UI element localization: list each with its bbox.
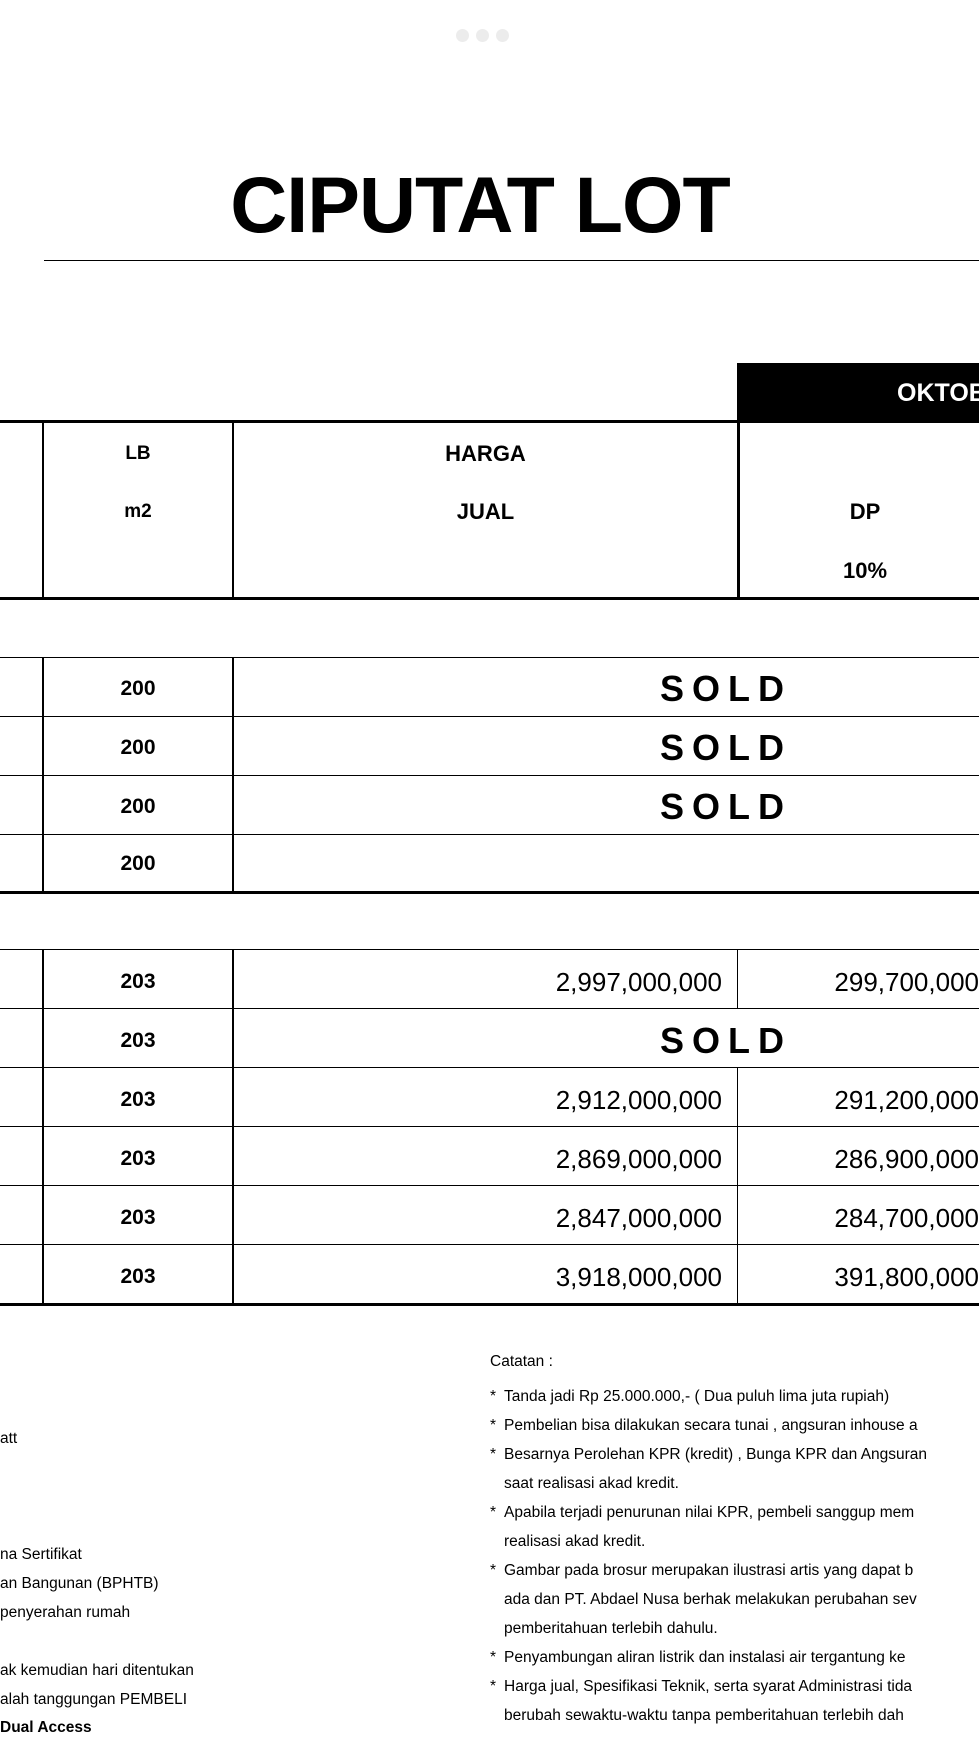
- left-note-line: na Sertifikat: [0, 1546, 82, 1563]
- row-border: [0, 1126, 979, 1127]
- note-line: * Apabila terjadi penurunan nilai KPR, pe…: [490, 1504, 915, 1521]
- col-divider-dp: [737, 363, 740, 600]
- note-line: saat realisasi akad kredit.: [504, 1475, 679, 1492]
- title-divider: [44, 260, 979, 261]
- cell-lb: 203: [120, 1029, 156, 1052]
- cell-lb: 203: [120, 970, 156, 993]
- cell-price: 2,847,000,000: [555, 1203, 722, 1233]
- note-line: realisasi akad kredit.: [504, 1533, 646, 1550]
- col-divider-dp: [737, 1067, 738, 1304]
- header-top-border: [0, 420, 979, 423]
- cell-lb: 203: [120, 1206, 156, 1229]
- note-line: * Penyambungan aliran listrik dan instala…: [490, 1649, 906, 1666]
- cell-lb: 200: [120, 736, 156, 759]
- row-border: [0, 1008, 979, 1009]
- month-banner: OKTOB: [737, 363, 979, 421]
- col-divider-price: [232, 949, 234, 1306]
- group-top-border: [0, 949, 979, 950]
- cell-price: 3,918,000,000: [555, 1262, 722, 1292]
- cell-dp: 299,700,000: [834, 967, 979, 997]
- row-border: [0, 775, 979, 776]
- sold-label: SOLD: [660, 727, 793, 768]
- note-line: ada dan PT. Abdael Nusa berhak melakukan…: [504, 1591, 917, 1608]
- note-line: * Gambar pada brosur merupakan ilustrasi …: [490, 1562, 914, 1579]
- cell-dp: 286,900,000: [834, 1144, 979, 1174]
- left-note-line: att: [0, 1430, 18, 1447]
- sold-label: SOLD: [660, 786, 793, 827]
- page-dot: [456, 29, 469, 42]
- row-border: [0, 1244, 979, 1245]
- cell-price: 2,912,000,000: [555, 1085, 722, 1115]
- cell-lb: 200: [120, 852, 156, 875]
- note-line: * Pembelian bisa dilakukan secara tunai ,…: [490, 1417, 918, 1434]
- col-divider-lb: [42, 420, 44, 600]
- notes-section: Catatan : * Tanda jadi Rp 25.000.000,- ( …: [490, 1348, 979, 1730]
- cell-dp: 391,800,000: [834, 1262, 979, 1292]
- group-bottom-border: [0, 1303, 979, 1306]
- cell-lb: 203: [120, 1088, 156, 1111]
- cell-dp: 291,200,000: [834, 1085, 979, 1115]
- header-price-sublabel: JUAL: [456, 499, 515, 524]
- header-bottom-border: [0, 597, 979, 600]
- cell-price: 2,997,000,000: [555, 967, 722, 997]
- row-border: [0, 1067, 979, 1068]
- note-line: * Besarnya Perolehan KPR (kredit) , Bunga…: [490, 1446, 928, 1463]
- cell-lb: 200: [120, 677, 156, 700]
- cell-lb: 203: [120, 1265, 156, 1288]
- group-bottom-border: [0, 891, 979, 894]
- note-line: berubah sewaktu-waktu tanpa pemberitahua…: [504, 1707, 904, 1724]
- col-divider-price: [232, 657, 234, 894]
- page-title: CIPUTAT LOT: [230, 160, 731, 249]
- row-border: [0, 716, 979, 717]
- header-lb-unit: m2: [124, 501, 152, 522]
- row-border: [0, 1185, 979, 1186]
- row-border: [0, 657, 979, 658]
- cell-lb: 200: [120, 795, 156, 818]
- cell-dp: [740, 835, 979, 893]
- col-divider-price: [232, 420, 234, 600]
- header-dp-label: DP: [849, 499, 881, 524]
- note-line: * Tanda jadi Rp 25.000.000,- ( Dua puluh …: [490, 1388, 890, 1405]
- cell-dp: 284,700,000: [834, 1203, 979, 1233]
- header-price-label: HARGA: [445, 441, 526, 466]
- row-border: [0, 834, 979, 835]
- note-line: * Harga jual, Spesifikasi Teknik, serta s…: [490, 1678, 913, 1695]
- note-line: pemberitahuan terlebih dahulu.: [504, 1620, 718, 1637]
- left-note-line: penyerahan rumah: [0, 1604, 131, 1621]
- left-note-line: alah tanggungan PEMBELI: [0, 1691, 187, 1708]
- cell-price: [234, 835, 722, 893]
- header-dp-percent: 10%: [842, 558, 888, 583]
- left-note-line: an Bangunan (BPHTB): [0, 1575, 159, 1592]
- page-indicator-dots: [456, 29, 509, 42]
- left-note-line: ak kemudian hari ditentukan: [0, 1662, 194, 1679]
- page-dot: [476, 29, 489, 42]
- sold-label: SOLD: [660, 668, 793, 709]
- cell-price: 2,869,000,000: [555, 1144, 722, 1174]
- header-lb-label: LB: [125, 443, 151, 464]
- left-notes-section: att na Sertifikat an Bangunan (BPHTB) pe…: [0, 1430, 240, 1740]
- sold-label: SOLD: [660, 1020, 793, 1061]
- col-divider-lb: [42, 657, 44, 894]
- page-dot: [496, 29, 509, 42]
- left-note-line: Dual Access: [0, 1719, 92, 1736]
- col-divider-dp: [737, 949, 738, 1008]
- col-divider-lb: [42, 949, 44, 1306]
- notes-heading: Catatan :: [490, 1353, 553, 1370]
- cell-lb: 203: [120, 1147, 156, 1170]
